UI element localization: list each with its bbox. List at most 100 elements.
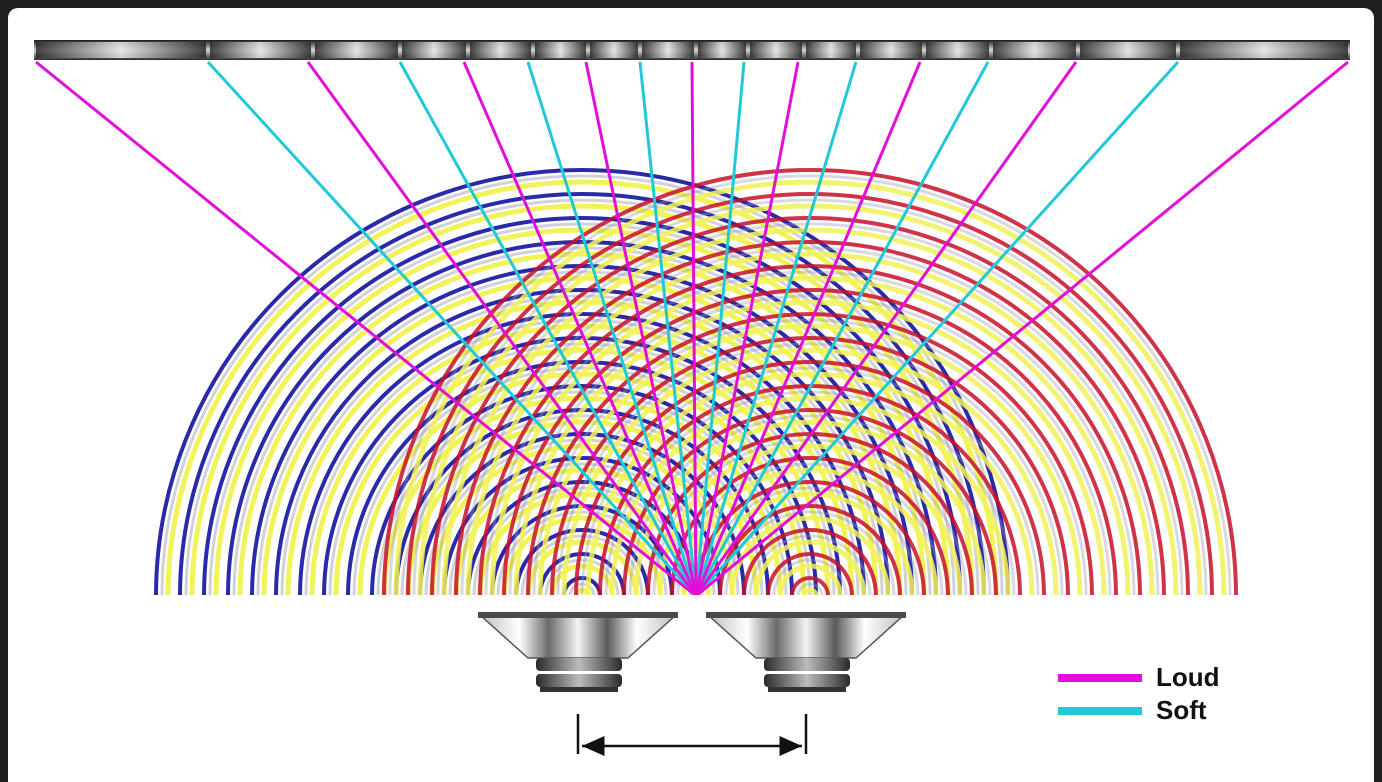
- wavefront-crest: [561, 347, 1059, 596]
- wavefront-crest: [633, 419, 987, 596]
- screen-segment: [590, 42, 638, 58]
- wavefront-trough: [382, 168, 1238, 596]
- wavefront-trough: [406, 192, 1214, 596]
- wavefront-crest: [489, 275, 1131, 596]
- screen-segment: [993, 42, 1076, 58]
- wavefront-trough: [478, 264, 1142, 596]
- screen-segment: [750, 42, 802, 58]
- wavefront-trough: [454, 240, 1166, 596]
- wavefront-shade: [700, 486, 920, 596]
- wavefront-trough: [526, 312, 1094, 596]
- soft-line: [694, 61, 858, 597]
- screen-segment: [926, 42, 989, 58]
- wavefront-shade: [568, 582, 596, 596]
- wavefront-trough: [346, 360, 818, 596]
- wavefront-crest: [705, 491, 915, 596]
- loud-line: [462, 61, 698, 597]
- screen-segment: [210, 42, 311, 58]
- wavefront-shade: [748, 534, 872, 596]
- wavefront-trough: [550, 336, 1070, 596]
- wavefront-crest: [657, 443, 963, 596]
- wavefront-crest: [393, 179, 1227, 596]
- loudspeaker-right-icon: [706, 612, 906, 692]
- interference-diagram: Loud Soft: [34, 40, 1350, 756]
- screen-segment: [806, 42, 856, 58]
- wavefront-shade: [796, 582, 824, 596]
- loud-line: [694, 61, 922, 597]
- wavefront-shade: [472, 486, 692, 596]
- soft-line: [206, 60, 698, 598]
- image-frame: Loud Soft: [8, 8, 1374, 782]
- wavefront-crest: [441, 227, 1179, 596]
- loud-line: [694, 61, 1078, 597]
- loud-line: [690, 61, 698, 597]
- wavefront-crest: [549, 563, 615, 596]
- screen-segment: [1080, 42, 1176, 58]
- wavefront-crest: [609, 395, 1011, 596]
- screen-segment: [36, 42, 206, 58]
- screen-segment: [315, 42, 398, 58]
- screen-segment: [535, 42, 586, 58]
- soft-line: [694, 61, 990, 597]
- soft-line: [638, 61, 698, 597]
- loud-line: [694, 61, 800, 597]
- loud-legend-label: Loud: [1156, 662, 1220, 692]
- soft-line: [694, 60, 1180, 598]
- wavefront-trough: [718, 504, 902, 596]
- wavefront-shade: [532, 318, 1088, 596]
- wavefront-trough: [442, 456, 722, 596]
- wavefront-crest: [165, 179, 999, 596]
- wavefront-trough: [790, 576, 830, 596]
- wavefront-shade: [676, 462, 944, 596]
- wavefront-trough: [622, 408, 998, 596]
- wavefront-crest: [513, 299, 1107, 596]
- wavefront-trough: [154, 168, 1010, 596]
- screen-segment: [1180, 42, 1348, 58]
- wavefront-trough: [502, 288, 1118, 596]
- wavefront-shade: [652, 438, 968, 596]
- screen-segment: [860, 42, 922, 58]
- wavefront-crest: [237, 251, 927, 596]
- soft-line: [526, 61, 698, 597]
- wavefront-crest: [465, 251, 1155, 596]
- wavefront-shade: [460, 246, 1160, 596]
- loudspeaker-left-icon: [478, 612, 678, 692]
- wavefront-trough: [574, 360, 1046, 596]
- wavefront-crest: [477, 491, 687, 596]
- wavefront-shade: [580, 366, 1040, 596]
- wavefront-shade: [604, 390, 1016, 596]
- screen-segment: [698, 42, 746, 58]
- screen-segment: [470, 42, 531, 58]
- wavefront-trough: [694, 480, 926, 596]
- wavefront-trough: [298, 312, 866, 596]
- wavefront-shade: [352, 366, 812, 596]
- wavefront-shade: [772, 558, 848, 596]
- wavefront-shade: [208, 222, 956, 596]
- wavefront-trough: [670, 456, 950, 596]
- loud-line: [306, 61, 698, 597]
- wavefront-shade: [484, 270, 1136, 596]
- loud-line: [695, 60, 1349, 598]
- legend: Loud Soft: [1058, 662, 1220, 725]
- wavefront-shade: [508, 294, 1112, 596]
- wavefront-crest: [777, 563, 843, 596]
- wavefront-trough: [178, 192, 986, 596]
- detector-screen: [34, 40, 1350, 60]
- wavefront-shade: [724, 510, 896, 596]
- wavefront-trough: [514, 528, 650, 596]
- wavefront-crest: [585, 371, 1035, 596]
- loud-line: [584, 61, 698, 597]
- loud-line: [35, 60, 697, 598]
- screen-segment: [402, 42, 466, 58]
- wavefront-crest: [189, 203, 975, 596]
- wavefront-trough: [742, 528, 878, 596]
- wavefront-shade: [436, 222, 1184, 596]
- soft-line: [694, 61, 746, 597]
- interference-lines: [35, 60, 1349, 598]
- wavefront-crest: [801, 587, 819, 596]
- right-source-wavefronts: [382, 168, 1238, 596]
- wavefront-shade: [304, 318, 860, 596]
- soft-line: [398, 61, 698, 597]
- wavefront-shade: [388, 174, 1232, 596]
- screen-segment: [642, 42, 694, 58]
